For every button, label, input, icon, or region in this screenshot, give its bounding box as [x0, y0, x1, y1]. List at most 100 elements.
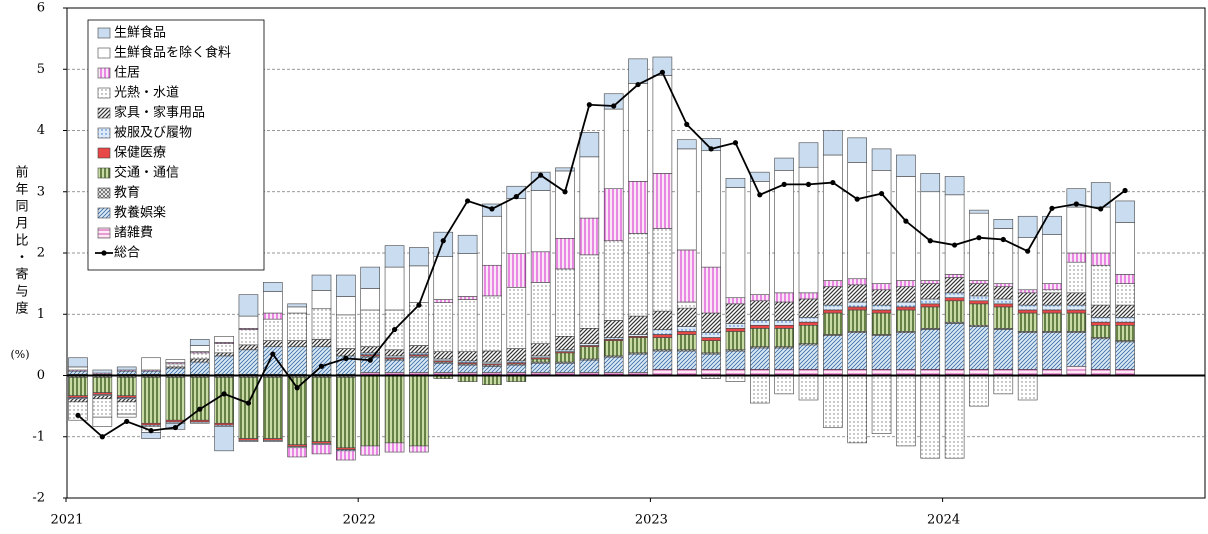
bar-segment	[1042, 234, 1062, 284]
bar-segment	[409, 375, 429, 447]
bar-segment	[798, 344, 819, 370]
bar-segment	[847, 332, 868, 370]
bar-segment	[287, 447, 307, 458]
bar-segment	[871, 304, 892, 311]
bar-segment	[774, 170, 794, 294]
bar-segment	[165, 367, 186, 375]
legend-label: 住居	[114, 66, 140, 81]
bar-segment	[68, 401, 88, 421]
bar-segment	[116, 398, 137, 403]
bar-segment	[847, 375, 868, 444]
bar-segment	[701, 353, 721, 370]
bar-segment	[944, 176, 965, 196]
bar-segment	[141, 370, 161, 375]
bar-segment	[1115, 321, 1135, 326]
bar-segment	[214, 343, 234, 354]
bar-segment	[993, 306, 1014, 329]
bar-segment	[774, 292, 794, 303]
total-point	[757, 192, 763, 198]
total-point	[538, 172, 544, 178]
bar-segment	[1017, 215, 1038, 238]
bar-segment	[1090, 304, 1111, 318]
bar-segment	[238, 315, 259, 329]
bar-segment	[189, 361, 210, 375]
bar-segment	[701, 337, 721, 341]
bar-segment	[530, 362, 551, 373]
bar-segment	[603, 340, 624, 357]
bar-segment	[749, 324, 770, 329]
bar-segment	[1066, 188, 1087, 208]
bar-segment	[311, 444, 332, 455]
bar-segment	[628, 181, 648, 234]
bar-segment	[1115, 341, 1135, 370]
bar-segment	[847, 278, 868, 286]
bar-segment	[969, 212, 989, 281]
bar-segment	[238, 377, 259, 439]
bar-segment	[701, 340, 721, 354]
bar-segment	[165, 377, 186, 421]
bar-segment	[774, 375, 794, 395]
bar-segment	[141, 377, 161, 424]
bar-segment	[652, 173, 673, 229]
bar-segment	[189, 358, 210, 363]
bar-segment	[725, 303, 746, 324]
total-point	[513, 194, 519, 200]
bar-segment	[774, 347, 794, 370]
legend-label: 生鮮食品を除く食料	[114, 45, 231, 61]
bar-segment	[287, 346, 307, 375]
bar-segment	[555, 167, 575, 172]
bar-segment	[409, 265, 429, 303]
bar-segment	[1090, 317, 1111, 323]
bar-segment	[774, 301, 794, 321]
bar-segment	[433, 362, 454, 373]
bar-segment	[409, 302, 429, 346]
y-axis-unit: (%)	[10, 348, 29, 361]
bar-segment	[68, 377, 88, 397]
bar-segment	[579, 217, 600, 256]
bar-segment	[384, 375, 405, 444]
bar-segment	[482, 375, 502, 385]
legend-swatch	[97, 67, 111, 79]
total-point	[1025, 248, 1031, 254]
bar-segment	[774, 157, 794, 171]
bar-segment	[798, 292, 819, 300]
bar-segment	[920, 375, 941, 459]
bar-segment	[530, 251, 551, 283]
bar-segment	[579, 328, 600, 344]
bar-segment	[920, 173, 941, 193]
bar-segment	[749, 347, 770, 370]
total-point	[440, 238, 446, 244]
bar-segment	[579, 132, 600, 158]
bar-segment	[774, 320, 794, 326]
bar-segment	[871, 335, 892, 370]
bar-segment	[530, 190, 551, 253]
total-point	[927, 238, 933, 244]
bar-segment	[311, 290, 332, 310]
bar-segment	[993, 283, 1014, 287]
bar-segment	[871, 309, 892, 314]
bar-segment	[1090, 264, 1111, 306]
bar-segment	[871, 289, 892, 306]
total-point	[878, 190, 885, 197]
bar-segment	[116, 413, 137, 418]
bar-segment	[896, 332, 916, 370]
bar-segment	[676, 148, 697, 251]
bar-segment	[214, 335, 234, 343]
bar-segment	[944, 375, 965, 459]
bar-segment	[1115, 304, 1135, 318]
bar-segment	[214, 352, 234, 357]
total-point	[245, 400, 252, 406]
legend-label: 生鮮食品	[114, 25, 166, 41]
legend-swatch	[97, 87, 111, 99]
bar-segment	[628, 353, 648, 373]
bar-segment	[165, 363, 186, 368]
legend-swatch	[97, 147, 111, 159]
bar-segment	[628, 337, 648, 354]
bar-segment	[749, 320, 770, 326]
bar-segment	[652, 56, 673, 76]
total-point	[1098, 206, 1104, 212]
bar-segment	[1017, 292, 1038, 306]
y-tick-label: 4	[37, 123, 45, 138]
total-point	[1000, 236, 1006, 243]
